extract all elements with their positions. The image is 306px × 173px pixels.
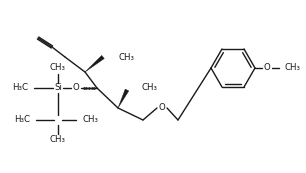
- Text: CH₃: CH₃: [142, 84, 158, 93]
- Text: CH₃: CH₃: [50, 63, 66, 72]
- Text: O: O: [159, 103, 165, 112]
- Text: CH₃: CH₃: [50, 135, 66, 144]
- Text: O: O: [264, 63, 271, 72]
- Text: H₃C: H₃C: [12, 84, 28, 93]
- Text: CH₃: CH₃: [83, 116, 99, 125]
- Text: Si: Si: [54, 84, 62, 93]
- Text: O: O: [73, 84, 79, 93]
- Polygon shape: [85, 56, 104, 72]
- Polygon shape: [118, 89, 129, 108]
- Text: CH₃: CH₃: [285, 63, 301, 72]
- Text: CH₃: CH₃: [119, 52, 135, 61]
- Text: H₃C: H₃C: [14, 116, 30, 125]
